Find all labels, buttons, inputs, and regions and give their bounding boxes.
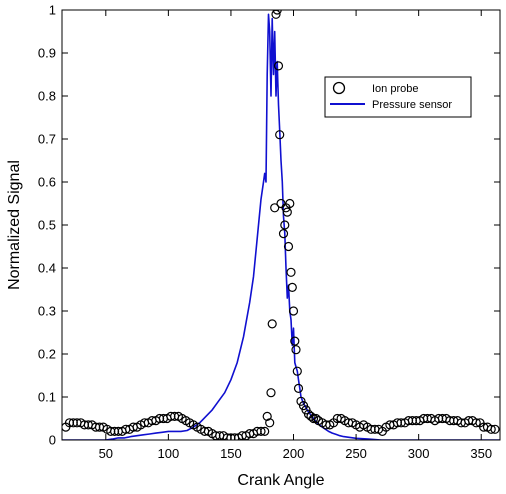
x-tick-label: 50 — [99, 446, 113, 461]
ion-probe-point — [278, 229, 289, 239]
y-tick-label: 0.4 — [38, 261, 56, 276]
ion-probe-point — [265, 418, 275, 428]
ion-probe-point — [293, 383, 304, 393]
y-tick-label: 0.2 — [38, 347, 56, 362]
ion-probe-point — [267, 319, 277, 329]
x-tick-label: 350 — [470, 446, 492, 461]
legend-ion-probe-marker — [332, 81, 346, 95]
ion-probe-point — [311, 413, 321, 424]
ion-probe-point — [283, 241, 294, 252]
ion-probe-point — [272, 10, 282, 15]
series-line-pressure-sensor — [62, 13, 500, 440]
y-tick-label: 1 — [49, 3, 56, 18]
ion-probe-point — [292, 366, 302, 376]
y-tick-label: 0.1 — [38, 390, 56, 405]
ion-probe-point — [287, 282, 297, 292]
ion-probe-point — [286, 267, 296, 277]
ion-probe-point — [291, 345, 301, 355]
y-tick-label: 0.7 — [38, 132, 56, 147]
ion-probe-point — [308, 413, 319, 424]
legend: Ion probe Pressure sensor — [324, 76, 472, 118]
y-tick-label: 0 — [49, 433, 56, 448]
ion-probe-point — [273, 61, 284, 71]
y-tick-label: 0.8 — [38, 89, 56, 104]
ion-probe-point — [306, 411, 316, 421]
x-tick-label: 100 — [158, 446, 180, 461]
y-tick-label: 0.5 — [38, 218, 56, 233]
ion-probe-point — [288, 306, 299, 316]
ion-probe-point — [282, 207, 292, 217]
ion-probe-point — [486, 424, 496, 434]
legend-box — [324, 76, 472, 118]
y-axis-title: Normalized Signal — [6, 160, 23, 290]
y-tick-label: 0.9 — [38, 46, 56, 61]
legend-pressure-sensor-label: Pressure sensor — [372, 99, 452, 111]
x-tick-label: 150 — [220, 446, 242, 461]
legend-ion-probe-label: Ion probe — [372, 83, 418, 95]
y-tick-label: 0.3 — [38, 304, 56, 319]
ion-probe-point — [280, 220, 290, 230]
x-tick-label: 250 — [345, 446, 367, 461]
ion-probe-point — [490, 424, 500, 434]
ion-probe-point — [266, 388, 276, 398]
ion-probe-point — [262, 411, 272, 421]
ion-probe-point — [275, 130, 285, 140]
x-tick-label: 300 — [408, 446, 430, 461]
ion-probe-point — [285, 198, 295, 209]
ion-probe-point — [260, 426, 270, 436]
y-tick-label: 0.6 — [38, 175, 56, 190]
x-tick-label: 200 — [283, 446, 305, 461]
ion-probe-point — [471, 418, 481, 428]
x-axis-title: Crank Angle — [237, 472, 324, 489]
ion-probe-point — [270, 203, 280, 213]
ion-probe-point — [256, 426, 266, 436]
ion-probe-point — [290, 336, 300, 346]
